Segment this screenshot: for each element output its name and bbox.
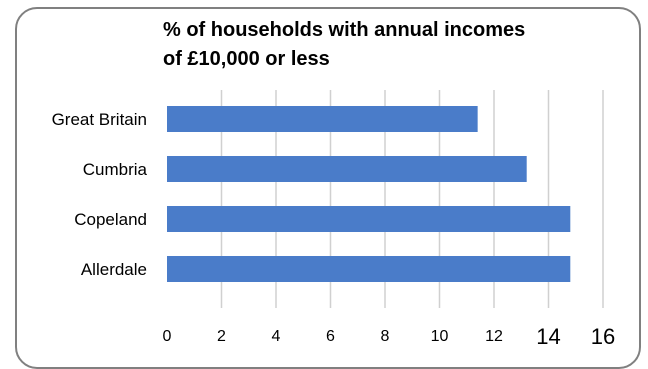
x-tick-label-1: 2	[217, 328, 226, 345]
bar-chart: % of households with annual incomes of £…	[52, 19, 616, 349]
category-label-1: Cumbria	[83, 160, 148, 179]
chart-title: % of households with annual incomes of £…	[163, 19, 525, 70]
category-labels: Great Britain Cumbria Copeland Allerdale	[52, 110, 148, 279]
x-tick-label-7: 14	[536, 324, 560, 349]
category-label-0: Great Britain	[52, 110, 147, 129]
x-tick-label-5: 10	[431, 328, 449, 345]
x-tick-label-4: 8	[381, 328, 390, 345]
x-tick-label-3: 6	[326, 328, 335, 345]
category-label-2: Copeland	[74, 210, 147, 229]
x-tick-label-2: 4	[272, 328, 281, 345]
bar-3	[167, 256, 571, 282]
bar-2	[167, 206, 571, 232]
bars	[167, 106, 571, 282]
x-tick-label-6: 12	[485, 328, 503, 345]
category-label-3: Allerdale	[81, 260, 147, 279]
bar-1	[167, 156, 527, 182]
chart-frame	[15, 7, 641, 369]
bar-0	[167, 106, 478, 132]
x-tick-label-0: 0	[163, 328, 172, 345]
chart-title-line-2: of £10,000 or less	[163, 48, 330, 70]
x-axis-tick-labels: 0 2 4 6 8 10 12 14 16	[163, 324, 616, 349]
chart-title-line-1: % of households with annual incomes	[163, 19, 525, 41]
x-tick-label-8: 16	[591, 324, 615, 349]
